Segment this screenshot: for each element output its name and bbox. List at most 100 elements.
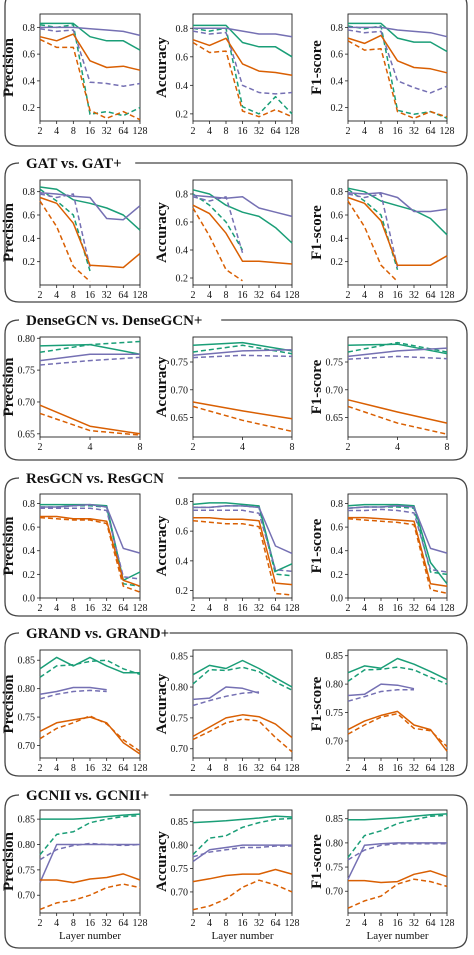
- series-line-dashed: [347, 193, 399, 268]
- y-tick-label: 0.80: [171, 683, 189, 694]
- series-line-solid: [40, 813, 141, 820]
- x-tick-label: 64: [426, 126, 436, 137]
- x-tick-label: 8: [71, 290, 76, 301]
- series-line-dashed: [347, 25, 448, 119]
- y-axis-label: F1-score: [309, 359, 325, 414]
- y-tick-label: 0.8: [176, 497, 189, 508]
- y-tick-label: 0.8: [331, 499, 344, 510]
- y-axis-label: Precision: [1, 37, 17, 97]
- panel-frame: [4, 794, 468, 949]
- y-tick-label: 0.2: [176, 109, 189, 120]
- x-tick-label: 2: [38, 763, 43, 774]
- series-line-solid: [348, 813, 448, 821]
- x-tick-label: 8: [224, 763, 229, 774]
- series-line-solid: [347, 34, 448, 74]
- series-line-dashed: [39, 356, 141, 366]
- x-tick-label: 16: [85, 126, 95, 137]
- y-tick-label: 0.70: [171, 385, 189, 396]
- series-line-dashed: [39, 193, 91, 268]
- plot-frame: [192, 13, 293, 122]
- series-line-solid: [193, 505, 293, 555]
- series-line-solid: [193, 24, 293, 58]
- x-tick-label: 16: [85, 603, 95, 614]
- x-tick-label: 4: [207, 290, 212, 301]
- series-line-dashed: [39, 23, 141, 117]
- x-tick-label: 8: [71, 603, 76, 614]
- x-tick-label: 2: [191, 290, 196, 301]
- x-tick-label: 2: [191, 442, 196, 453]
- y-axis-label: Accuracy: [154, 515, 170, 576]
- series-line-solid: [193, 27, 293, 38]
- x-tick-label: 128: [440, 918, 455, 929]
- x-tick-label: 128: [440, 126, 455, 137]
- series-line-dashed: [192, 193, 244, 251]
- x-tick-label: 32: [409, 763, 419, 774]
- subplot-f1-score: 2 4 8 16 32 64 128 0.0 0.2 0.4 0.6 0.8 F1-score: [309, 493, 455, 614]
- x-tick-label: 2: [346, 918, 351, 929]
- series-line-dashed: [347, 29, 448, 94]
- series-line-solid: [192, 659, 293, 688]
- x-tick-label: 128: [440, 603, 455, 614]
- series-line-dashed: [347, 666, 448, 685]
- y-axis-label: Precision: [1, 831, 17, 891]
- series-line-solid: [347, 192, 448, 213]
- y-tick-label: 0.8: [331, 23, 344, 34]
- panel-title: GRAND vs. GRAND+: [26, 626, 169, 642]
- series-line-solid: [39, 353, 140, 362]
- subplot-precision: 2 4 8 16 32 64 128 0.0 0.2 0.4 0.6 0.8 Precision: [1, 493, 148, 614]
- y-tick-label: 0.80: [18, 684, 36, 695]
- series-line-dashed: [347, 200, 399, 283]
- y-tick-label: 0.65: [326, 413, 344, 424]
- series-line-dashed: [347, 878, 448, 909]
- series-line-dashed: [347, 712, 448, 748]
- y-tick-label: 0.2: [23, 257, 36, 268]
- series-line-solid: [40, 515, 141, 587]
- series-line-solid: [192, 349, 293, 357]
- plot-frame: [347, 809, 448, 914]
- y-tick-label: 0.4: [331, 546, 344, 557]
- x-tick-label: 4: [207, 763, 212, 774]
- y-tick-label: 0.65: [171, 413, 189, 424]
- x-tick-label: 4: [395, 442, 400, 453]
- x-tick-label: 8: [224, 603, 229, 614]
- series-line-dashed: [39, 814, 141, 856]
- x-tick-label: 16: [393, 290, 403, 301]
- series-line-solid: [39, 186, 141, 231]
- y-axis-label: Accuracy: [154, 202, 170, 263]
- series-line-solid: [347, 196, 448, 266]
- y-tick-label: 0.70: [326, 736, 344, 747]
- y-tick-label: 0.2: [176, 586, 189, 597]
- y-tick-label: 0.70: [18, 397, 36, 408]
- x-tick-label: 64: [118, 918, 128, 929]
- x-tick-label: 2: [346, 442, 351, 453]
- x-tick-label: 64: [426, 918, 436, 929]
- x-tick-label: 4: [240, 442, 245, 453]
- y-tick-label: 0.75: [171, 713, 189, 724]
- x-tick-label: 32: [102, 290, 112, 301]
- x-tick-label: 128: [285, 603, 300, 614]
- y-tick-label: 0.2: [176, 274, 189, 285]
- series-line-dashed: [347, 40, 448, 120]
- x-tick-label: 64: [118, 603, 128, 614]
- subplot-accuracy: 2 4 8 16 32 64 128 0.2 0.4 0.6 0.8 Accuracy: [154, 13, 300, 137]
- series-line-solid: [39, 192, 141, 221]
- x-tick-label: 32: [102, 603, 112, 614]
- series-line-solid: [39, 196, 141, 269]
- x-tick-label: 16: [85, 763, 95, 774]
- y-tick-label: 0.8: [23, 187, 36, 198]
- x-tick-label: 128: [285, 290, 300, 301]
- x-axis-label: Layer number: [59, 930, 121, 942]
- x-tick-label: 8: [379, 126, 384, 137]
- series-line-dashed: [192, 817, 293, 856]
- x-tick-label: 32: [409, 126, 419, 137]
- x-tick-label: 4: [88, 442, 93, 453]
- y-tick-label: 0.6: [331, 211, 344, 222]
- x-tick-label: 16: [393, 126, 403, 137]
- x-tick-label: 32: [409, 603, 419, 614]
- y-tick-label: 0.80: [326, 838, 344, 849]
- series-line-solid: [39, 343, 141, 355]
- x-tick-label: 32: [102, 918, 112, 929]
- series-line-dashed: [39, 883, 141, 911]
